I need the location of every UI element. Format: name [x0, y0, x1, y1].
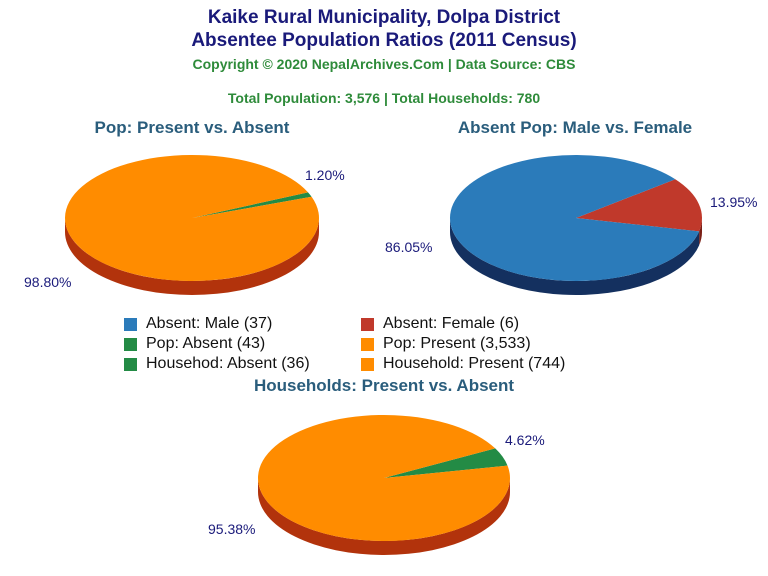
legend-item: Househod: Absent (36) — [124, 354, 310, 374]
pie-slice-side — [258, 478, 510, 555]
pie-title-population: Pop: Present vs. Absent — [94, 118, 290, 137]
legend-item: Pop: Present (3,533) — [361, 334, 531, 354]
pie-title-households: Households: Present vs. Absent — [253, 376, 515, 395]
pie-percent-label: 1.20% — [305, 167, 345, 183]
pie-chart: 1.20% 98.80% — [24, 155, 345, 295]
pie-slice-side — [450, 218, 700, 296]
legend-item: Pop: Absent (43) — [124, 334, 265, 354]
legend-swatch — [361, 357, 374, 371]
legend-label: Absent: Female (6) — [383, 315, 520, 332]
legend-item: Household: Present (744) — [361, 354, 565, 374]
pie-slice-side — [65, 218, 319, 295]
legend-swatch — [361, 317, 374, 331]
legend-item: Absent: Male (37) — [124, 314, 272, 334]
pie-percent-label: 13.95% — [710, 194, 757, 210]
pie-slice — [258, 415, 510, 542]
legend-swatch — [124, 317, 137, 331]
pie-percent-label: 95.38% — [208, 521, 255, 537]
legend-label: Household: Present (744) — [383, 355, 566, 372]
pie-chart: 4.62% 95.38% — [208, 415, 545, 555]
pie-chart: 13.95% 86.05% — [385, 155, 757, 296]
legend-item: Absent: Female (6) — [361, 314, 519, 334]
chart-title-line2: Absentee Population Ratios (2011 Census) — [191, 30, 577, 51]
pie-percent-label: 98.80% — [24, 274, 71, 290]
legend-label: Absent: Male (37) — [146, 315, 273, 332]
legend-label: Pop: Absent (43) — [146, 335, 266, 352]
pie-title-absent-gender: Absent Pop: Male vs. Female — [457, 118, 693, 137]
legend-swatch — [124, 357, 137, 371]
legend-label: Househod: Absent (36) — [146, 355, 310, 372]
legend-label: Pop: Present (3,533) — [383, 335, 531, 352]
pie-slice — [384, 448, 508, 478]
totals-line: Total Population: 3,576 | Total Househol… — [227, 90, 541, 106]
pie-percent-label: 86.05% — [385, 239, 432, 255]
pie-slice — [192, 192, 312, 218]
pie-slice-side — [699, 218, 702, 246]
chart-title-line1: Kaike Rural Municipality, Dolpa District — [207, 7, 561, 28]
pie-percent-label: 4.62% — [505, 432, 545, 448]
pie-slice — [576, 179, 703, 232]
pie-slice — [65, 155, 320, 282]
legend-swatch — [361, 337, 374, 351]
legend-swatch — [124, 337, 137, 351]
legend: Absent: Male (37) Absent: Female (6) Pop… — [0, 314, 768, 374]
copyright-line: Copyright © 2020 NepalArchives.Com | Dat… — [192, 56, 576, 72]
pie-slice — [450, 155, 700, 282]
